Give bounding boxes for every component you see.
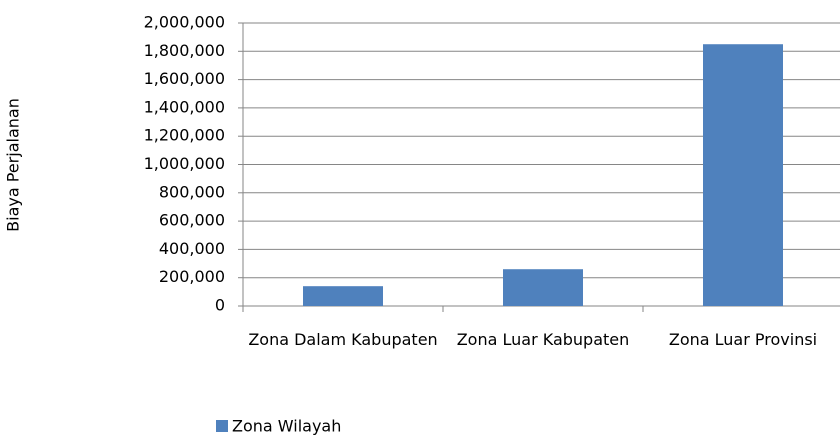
bar xyxy=(303,286,383,306)
y-tick-label: 200,000 xyxy=(159,267,225,286)
y-tick-label: 1,000,000 xyxy=(144,154,225,173)
y-tick-label: 600,000 xyxy=(159,211,225,230)
x-tick-label: Zona Luar Kabupaten xyxy=(456,330,630,349)
y-tick-label: 1,200,000 xyxy=(144,126,225,145)
y-axis-label: Biaya Perjalanan xyxy=(4,98,23,232)
legend-swatch xyxy=(216,420,228,432)
bar xyxy=(503,269,583,306)
bar xyxy=(703,44,783,306)
y-tick-label: 2,000,000 xyxy=(144,13,225,32)
y-tick-label: 1,600,000 xyxy=(144,69,225,88)
y-tick-label: 800,000 xyxy=(159,182,225,201)
y-tick-label: 1,800,000 xyxy=(144,41,225,60)
y-tick-label: 400,000 xyxy=(159,239,225,258)
y-tick-label: 0 xyxy=(215,296,225,315)
x-tick-label: Zona Luar Provinsi xyxy=(668,330,818,349)
legend-label: Zona Wilayah xyxy=(232,417,341,436)
x-tick-label: Zona Dalam Kabupaten xyxy=(248,330,438,349)
y-tick-label: 1,400,000 xyxy=(144,97,225,116)
